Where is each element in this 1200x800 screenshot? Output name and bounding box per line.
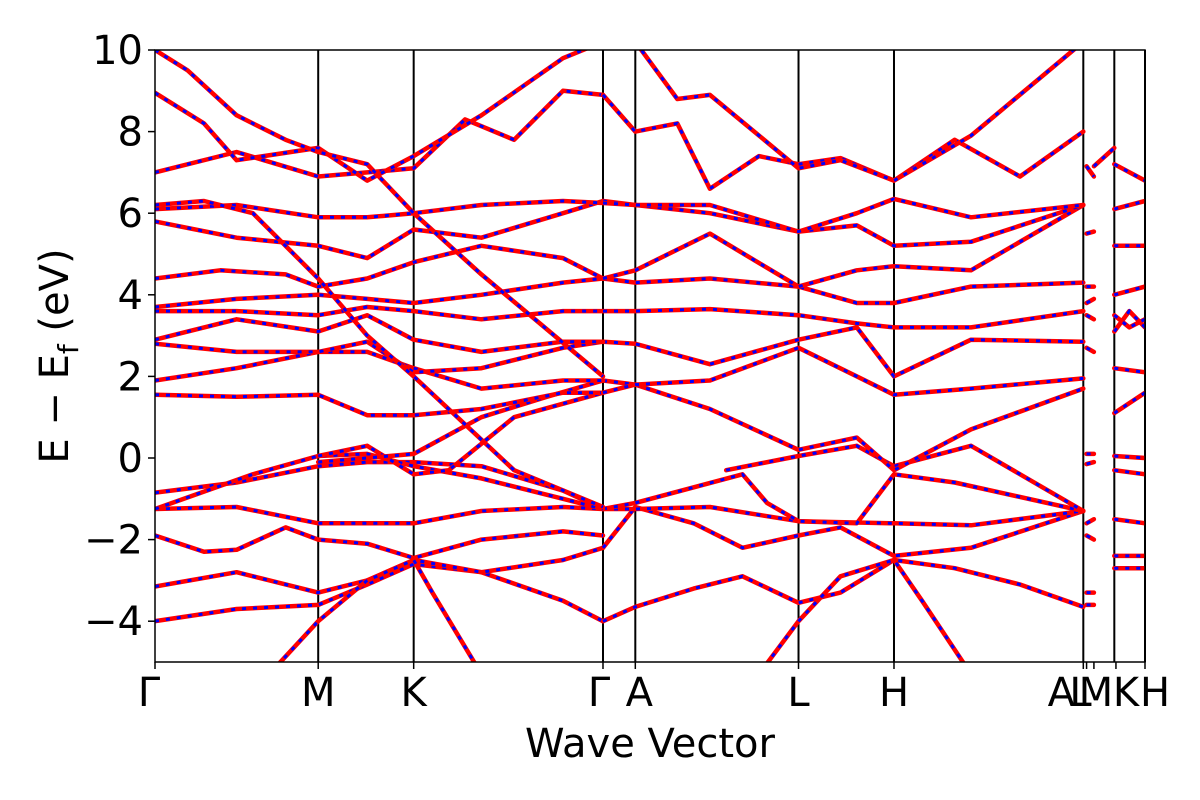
- band-line-secondary-21: [603, 307, 1084, 329]
- band-line-secondary-51: [1114, 366, 1145, 374]
- band-line-secondary-0: [155, 562, 604, 623]
- band-line-primary-40: [1112, 161, 1145, 183]
- band-line-secondary-13: [602, 379, 1084, 473]
- band-line-primary-52: [1112, 390, 1145, 416]
- y-tick-label-1: −2: [84, 518, 143, 564]
- y-tick-label-3: 2: [118, 354, 143, 400]
- y-axis-label-subscript: f: [52, 343, 85, 354]
- x-tick-label-11: H: [1140, 670, 1170, 716]
- band-line-primary-55: [1112, 453, 1145, 461]
- x-tick-label-4: A: [626, 670, 654, 716]
- x-tick-label-0: Γ: [138, 670, 161, 716]
- x-tick-label-1: M: [301, 670, 336, 716]
- band-line-secondary-19: [155, 313, 603, 354]
- band-line-primary-42: [1112, 198, 1145, 212]
- band-line-secondary-29: [602, 197, 1084, 234]
- band-line-secondary-20: [155, 305, 603, 321]
- x-tick-label-8: L: [1069, 670, 1092, 716]
- band-line-secondary-28: [155, 199, 604, 219]
- x-tick-label-7: A: [1048, 670, 1076, 716]
- band-line-secondary-50: [1085, 346, 1095, 354]
- y-axis-ticks: −4 −2 0 2 4 6 8 10: [84, 28, 155, 645]
- x-tick-label-3: Γ: [588, 670, 611, 716]
- band-line-secondary-12: [318, 379, 604, 464]
- band-line-secondary-37: [766, 558, 965, 662]
- band-line-secondary-11: [317, 391, 604, 476]
- band-line-secondary-35: [155, 199, 604, 509]
- band-line-secondary-58: [1114, 517, 1145, 525]
- band-line-secondary-38: [1085, 165, 1096, 178]
- band-line-secondary-30: [155, 89, 604, 179]
- band-line-primary-14: [155, 390, 606, 418]
- band-series: [155, 50, 1145, 662]
- y-tick-label-5: 6: [118, 191, 143, 237]
- band-line-secondary-57: [1085, 517, 1095, 525]
- band-line-secondary-39: [1092, 146, 1116, 168]
- band-line-primary-49: [1112, 312, 1145, 330]
- band-line-primary-45: [1112, 284, 1145, 298]
- band-line-secondary-22: [155, 277, 604, 309]
- band-line-secondary-59: [1085, 534, 1095, 541]
- band-line-secondary-55: [1114, 454, 1145, 460]
- band-line-secondary-54: [1086, 460, 1095, 466]
- band-line-secondary-31: [601, 93, 1085, 191]
- band-line-secondary-5: [155, 505, 604, 525]
- band-line-secondary-47: [1113, 308, 1145, 333]
- x-tick-label-9: M: [1079, 670, 1114, 716]
- y-tick-label-4: 4: [118, 273, 143, 319]
- x-tick-label-10: K: [1113, 670, 1141, 716]
- x-axis-label: Wave Vector: [525, 721, 776, 767]
- band-line-secondary-56: [1114, 468, 1145, 476]
- band-line-secondary-26: [155, 199, 604, 260]
- y-tick-label-7: 10: [92, 28, 143, 74]
- band-line-secondary-41: [1086, 230, 1095, 236]
- band-line-primary-32: [155, 50, 589, 183]
- x-tick-label-2: K: [401, 670, 429, 716]
- x-axis-ticks: Γ M K Γ A L H ALM K H: [138, 662, 1170, 716]
- band-line-primary-33: [638, 50, 1078, 183]
- x-tick-label-5: L: [787, 670, 810, 716]
- band-line-primary-36: [277, 557, 477, 662]
- band-line-secondary-4: [155, 525, 604, 560]
- band-line-primary-16: [155, 349, 606, 391]
- band-line-secondary-1: [602, 558, 1084, 623]
- x-tick-label-6: H: [879, 670, 909, 716]
- band-line-secondary-48: [1085, 313, 1095, 321]
- y-tick-label-2: 0: [118, 436, 143, 482]
- y-axis-label: E − Ef (eV): [32, 248, 85, 463]
- y-tick-label-6: 8: [118, 110, 143, 156]
- band-line-secondary-18: [602, 325, 1084, 379]
- band-line-secondary-8: [602, 472, 1084, 525]
- band-line-primary-34: [155, 50, 606, 379]
- band-line-secondary-17: [155, 340, 604, 374]
- y-axis-label-unit: (eV): [32, 248, 78, 344]
- band-line-primary-24: [155, 243, 606, 289]
- band-line-secondary-15: [602, 346, 1084, 397]
- band-line-secondary-23: [602, 276, 1084, 305]
- band-line-secondary-46: [1085, 297, 1095, 305]
- band-line-primary-3: [600, 504, 1086, 559]
- band-line-secondary-25: [602, 203, 1085, 289]
- plot-frame: [154, 49, 1146, 663]
- y-axis-label-main: E − E: [32, 354, 78, 464]
- y-tick-label-0: −4: [84, 599, 143, 645]
